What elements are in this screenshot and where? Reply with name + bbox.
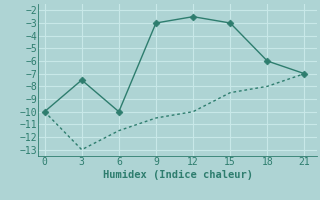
X-axis label: Humidex (Indice chaleur): Humidex (Indice chaleur) bbox=[103, 170, 252, 180]
